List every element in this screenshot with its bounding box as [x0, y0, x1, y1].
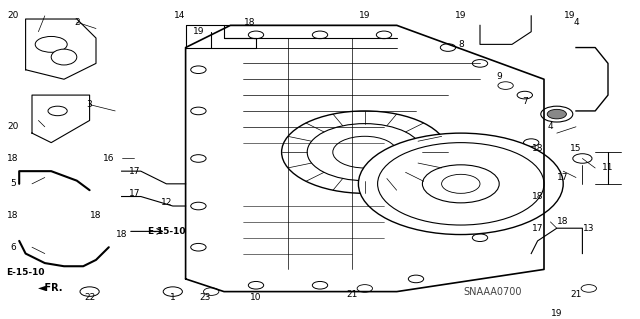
Circle shape	[524, 186, 539, 194]
Circle shape	[378, 143, 544, 225]
Text: 18: 18	[244, 18, 255, 27]
Circle shape	[191, 107, 206, 115]
Text: 19: 19	[564, 11, 575, 20]
Text: 17: 17	[532, 224, 543, 233]
Text: 12: 12	[161, 198, 172, 207]
Circle shape	[191, 243, 206, 251]
Circle shape	[581, 285, 596, 292]
Text: 13: 13	[583, 224, 595, 233]
Circle shape	[191, 202, 206, 210]
Text: 20: 20	[7, 11, 19, 20]
Text: 22: 22	[84, 293, 95, 302]
Circle shape	[307, 124, 422, 181]
Circle shape	[191, 155, 206, 162]
Circle shape	[498, 82, 513, 89]
Text: 18: 18	[90, 211, 102, 220]
Circle shape	[472, 234, 488, 241]
Circle shape	[440, 44, 456, 51]
Text: E-15-10: E-15-10	[6, 268, 45, 277]
Text: 7: 7	[522, 97, 527, 106]
Circle shape	[248, 281, 264, 289]
Text: 6: 6	[10, 243, 15, 252]
Text: 19: 19	[551, 309, 563, 318]
Text: 4: 4	[573, 18, 579, 27]
Circle shape	[408, 275, 424, 283]
Text: 21: 21	[346, 290, 358, 299]
Text: 3: 3	[87, 100, 92, 109]
Text: 8: 8	[458, 40, 463, 49]
Circle shape	[442, 174, 480, 193]
Text: 17: 17	[557, 173, 569, 182]
Circle shape	[547, 109, 566, 119]
Circle shape	[48, 106, 67, 116]
Text: 11: 11	[602, 163, 614, 173]
Text: SNAAA0700: SNAAA0700	[463, 286, 522, 297]
Text: 19: 19	[455, 11, 467, 20]
Circle shape	[80, 287, 99, 296]
Circle shape	[333, 136, 397, 168]
Circle shape	[358, 133, 563, 234]
Circle shape	[282, 111, 448, 193]
Text: 9: 9	[497, 71, 502, 81]
Circle shape	[163, 287, 182, 296]
Circle shape	[312, 281, 328, 289]
Text: 18: 18	[557, 217, 569, 226]
Ellipse shape	[51, 49, 77, 65]
Text: 17: 17	[129, 167, 140, 176]
Circle shape	[573, 154, 592, 163]
Text: 18: 18	[532, 192, 543, 201]
Text: 5: 5	[10, 179, 15, 188]
Circle shape	[191, 66, 206, 74]
Text: 19: 19	[193, 27, 204, 36]
Text: 4: 4	[548, 122, 553, 131]
Circle shape	[357, 285, 372, 292]
Text: 17: 17	[129, 189, 140, 198]
Text: E-15-10: E-15-10	[147, 227, 186, 236]
Text: 20: 20	[7, 122, 19, 131]
Circle shape	[524, 139, 539, 146]
Text: 10: 10	[250, 293, 262, 302]
Circle shape	[35, 36, 67, 52]
Text: 1: 1	[170, 293, 175, 302]
Text: 18: 18	[7, 211, 19, 220]
Circle shape	[541, 106, 573, 122]
Circle shape	[312, 31, 328, 39]
Text: 15: 15	[570, 145, 582, 153]
Circle shape	[472, 60, 488, 67]
Text: 19: 19	[359, 11, 371, 20]
Circle shape	[517, 91, 532, 99]
Text: 23: 23	[199, 293, 211, 302]
Circle shape	[204, 288, 219, 295]
Text: 14: 14	[173, 11, 185, 20]
Text: 18: 18	[116, 230, 127, 239]
Text: 2: 2	[74, 18, 79, 27]
Circle shape	[376, 31, 392, 39]
Text: ◄FR.: ◄FR.	[38, 283, 64, 293]
Circle shape	[422, 165, 499, 203]
Circle shape	[248, 31, 264, 39]
Text: 21: 21	[570, 290, 582, 299]
Text: 16: 16	[103, 154, 115, 163]
Text: 18: 18	[532, 145, 543, 153]
Text: 18: 18	[7, 154, 19, 163]
